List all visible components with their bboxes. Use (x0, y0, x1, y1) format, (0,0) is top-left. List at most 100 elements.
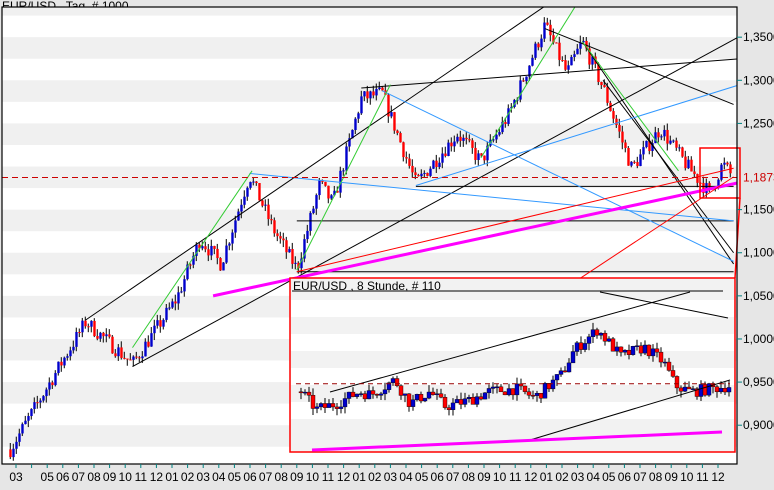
candle (651, 143, 654, 151)
candle (357, 113, 360, 119)
inset-candle (718, 388, 724, 393)
candle (483, 155, 486, 161)
candle (63, 357, 66, 366)
candle (36, 402, 39, 404)
candle (639, 154, 642, 167)
inset-candle (366, 390, 372, 400)
inset-candle (538, 393, 544, 399)
candle (522, 80, 525, 82)
inset-candle (362, 393, 368, 400)
inset-grid-band (291, 300, 734, 317)
candle (243, 196, 246, 205)
x-month-label: 09 (477, 470, 491, 484)
candle (288, 249, 291, 253)
inset-candle (554, 374, 560, 381)
x-month-label: 03 (9, 470, 23, 484)
candle (444, 153, 447, 156)
channel-trendline (361, 58, 737, 89)
candle (102, 332, 105, 337)
inset-candle (502, 391, 508, 396)
candle (618, 125, 621, 132)
candle (309, 213, 312, 231)
candle (660, 136, 663, 138)
inset-candle (666, 361, 672, 371)
inset-candle (342, 398, 348, 408)
candle (705, 183, 708, 193)
inset-candle (318, 403, 324, 408)
x-month-label: 05 (41, 470, 55, 484)
x-month-label: 07 (72, 470, 86, 484)
candle (285, 240, 288, 253)
inset-candle (338, 406, 344, 409)
x-month-label: 09 (665, 470, 679, 484)
inset-candle (438, 393, 444, 398)
x-month-label: 06 (243, 470, 257, 484)
x-month-label: 04 (399, 470, 413, 484)
inset-candle (466, 397, 472, 399)
inset-candle (686, 386, 692, 390)
candle (621, 131, 624, 143)
candle (198, 244, 201, 249)
candle (57, 361, 60, 374)
x-month-label: 08 (462, 470, 476, 484)
x-month-label: 07 (633, 470, 647, 484)
candle (510, 107, 513, 109)
inset-candle (402, 393, 408, 396)
candle (240, 204, 243, 212)
inset-candle (566, 362, 572, 373)
x-month-label: 05 (415, 470, 429, 484)
candle (633, 161, 636, 163)
inset-candle (506, 388, 512, 396)
x-month-label: 02 (181, 470, 195, 484)
grid-band (2, 37, 737, 59)
x-month-label: 10 (493, 470, 507, 484)
candle (174, 301, 177, 304)
inset-candle (462, 398, 468, 405)
inset-candle (674, 376, 680, 389)
candle (477, 153, 480, 160)
inset-candle (354, 393, 360, 397)
inset-candle (358, 393, 364, 395)
candle (558, 42, 561, 61)
candle (216, 248, 219, 259)
candle (678, 147, 681, 149)
candle (273, 220, 276, 234)
inset-candle (330, 403, 336, 408)
candle (684, 156, 687, 169)
candle (45, 389, 48, 397)
inset-chart: EUR/USD , 8 Stunde, # 110 (289, 277, 736, 453)
x-month-label: 10 (680, 470, 694, 484)
inset-candle (306, 391, 312, 396)
x-month-label: 11 (509, 470, 522, 484)
candle (177, 292, 180, 304)
candle (414, 172, 417, 175)
candle (375, 88, 378, 96)
grid-band (2, 80, 737, 102)
x-year-label: 2004 (346, 488, 373, 490)
candle (90, 320, 93, 327)
candle (480, 153, 483, 156)
candle (726, 162, 729, 165)
inset-candle (334, 406, 340, 409)
inset-candle (542, 383, 548, 399)
candle (564, 60, 567, 70)
inset-candle (726, 387, 732, 393)
inset-candle (658, 351, 664, 363)
plot-layer (2, 7, 737, 461)
candle (324, 181, 327, 186)
candle (543, 22, 546, 39)
inset-candle (498, 386, 504, 393)
candle (123, 357, 126, 359)
inset-candle (482, 392, 488, 400)
candle (696, 174, 699, 183)
x-month-label: 06 (618, 470, 632, 484)
inset-candle (310, 395, 316, 409)
inset-candle (622, 349, 628, 353)
inset-candle (346, 391, 352, 399)
inset-title: EUR/USD , 8 Stunde, # 110 (293, 279, 441, 293)
candle (318, 180, 321, 196)
y-tick-label: 1,1000 (743, 246, 774, 260)
inset-candle (350, 391, 356, 397)
candle (366, 91, 369, 99)
candle (381, 87, 384, 91)
